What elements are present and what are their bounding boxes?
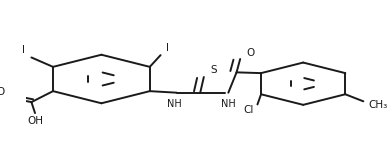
- Text: Cl: Cl: [243, 105, 254, 115]
- Text: O: O: [0, 87, 5, 97]
- Text: OH: OH: [27, 116, 43, 126]
- Text: NH: NH: [167, 99, 182, 109]
- Text: I: I: [166, 43, 168, 53]
- Text: O: O: [247, 48, 255, 58]
- Text: NH: NH: [221, 99, 236, 109]
- Text: S: S: [211, 65, 217, 75]
- Text: CH₃: CH₃: [369, 100, 388, 110]
- Text: I: I: [22, 45, 25, 55]
